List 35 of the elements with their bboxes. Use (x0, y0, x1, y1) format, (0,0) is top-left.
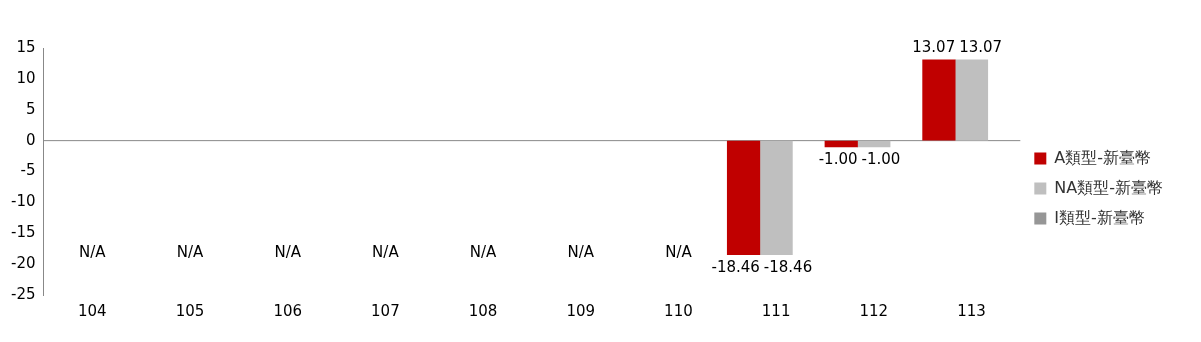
text: N/A (567, 242, 595, 261)
x-tick-label: 104 (78, 301, 107, 320)
y-tick-label: -10 (11, 192, 36, 211)
text: N/A (469, 242, 497, 261)
data-label: -1.00 (818, 150, 858, 169)
text: N/A (274, 242, 301, 261)
data-label: 13.07 (959, 38, 1003, 57)
x-tick-label: 113 (957, 301, 986, 320)
data-label: -1.00 (861, 150, 901, 169)
y-tick-label: -5 (20, 161, 36, 180)
y-tick-label: -20 (11, 254, 36, 273)
y-tick-label: 10 (16, 68, 36, 87)
y-tick-label: -25 (11, 284, 36, 303)
legend-label: I類型-新臺幣 (1054, 207, 1145, 227)
y-tick-label: 15 (16, 37, 36, 56)
x-tick-label: 107 (371, 301, 400, 320)
legend-label: NA類型-新臺幣 (1054, 177, 1163, 197)
y-tick-label: -15 (11, 223, 36, 242)
x-tick-label: 106 (273, 301, 303, 320)
x-tick-label: 108 (468, 301, 498, 320)
y-tick-label: 0 (25, 130, 36, 149)
x-tick-label: 105 (175, 301, 205, 320)
x-tick-label: 110 (664, 301, 693, 320)
data-label: -18.46 (763, 258, 813, 277)
data-label: 13.07 (912, 38, 956, 57)
text: N/A (176, 242, 204, 261)
data-label: -18.46 (711, 258, 760, 277)
x-tick-label: 109 (566, 301, 596, 320)
text: N/A (372, 242, 399, 261)
x-tick-label: 112 (859, 301, 889, 320)
legend-label: A類型-新臺幣 (1054, 147, 1152, 167)
text: N/A (79, 242, 106, 261)
y-tick-label: 5 (25, 99, 36, 118)
text: N/A (665, 242, 692, 261)
x-tick-label: 111 (761, 301, 791, 320)
